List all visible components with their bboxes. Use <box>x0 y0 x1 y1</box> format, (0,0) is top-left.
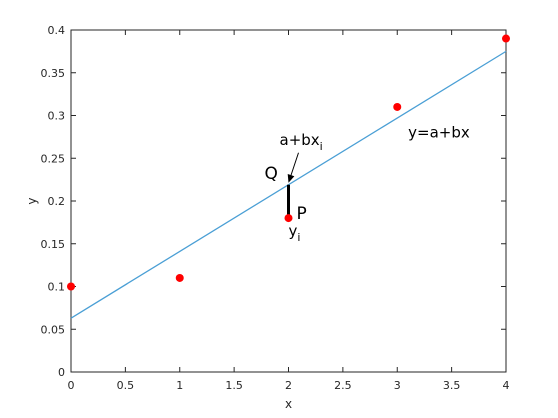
fit-point-label: Q <box>265 164 278 184</box>
data-value-base: y <box>289 222 298 240</box>
data-point-label: P <box>297 204 307 224</box>
data-value-label: yi <box>289 222 301 244</box>
y-tick-label: 0.3 <box>48 110 66 123</box>
y-tick-label: 0.05 <box>41 323 66 336</box>
x-tick-label: 1.5 <box>225 379 243 392</box>
x-tick-label: 2.5 <box>334 379 352 392</box>
fit-value-base: a+bx <box>280 131 320 149</box>
y-axis-title: y <box>25 197 39 204</box>
fit-line-label: y=a+bx <box>408 124 470 142</box>
data-point <box>67 282 75 291</box>
x-tick-label: 0 <box>68 379 75 392</box>
x-tick-label: 1 <box>176 379 183 392</box>
y-tick-label: 0.35 <box>41 67 66 80</box>
y-tick-label: 0 <box>58 366 65 379</box>
data-point <box>284 214 293 223</box>
annotation-arrow-head <box>287 174 295 183</box>
data-point <box>502 34 510 43</box>
data-points <box>67 34 510 291</box>
x-ticks: 0 0.5 1 1.5 2 2.5 3 3.5 4 <box>68 30 510 392</box>
y-tick-label: 0.15 <box>41 238 66 251</box>
y-tick-label: 0.1 <box>48 281 66 294</box>
annotation-arrow <box>290 152 299 177</box>
fit-value-subscript: i <box>320 140 323 153</box>
y-tick-label: 0.25 <box>41 152 66 165</box>
y-ticks: 0 0.05 0.1 0.15 0.2 0.25 0.3 0.35 0.4 <box>41 24 506 379</box>
x-tick-label: 3 <box>394 379 401 392</box>
x-tick-label: 0.5 <box>117 379 135 392</box>
data-point <box>175 273 184 282</box>
x-tick-label: 4 <box>503 379 510 392</box>
data-value-subscript: i <box>297 231 300 244</box>
fit-value-label: a+bxi <box>280 131 323 153</box>
y-tick-label: 0.4 <box>48 24 66 37</box>
y-tick-label: 0.2 <box>48 195 66 208</box>
x-tick-label: 2 <box>285 379 292 392</box>
data-point <box>393 102 402 111</box>
x-axis-title: x <box>285 397 292 411</box>
x-tick-label: 3.5 <box>443 379 461 392</box>
